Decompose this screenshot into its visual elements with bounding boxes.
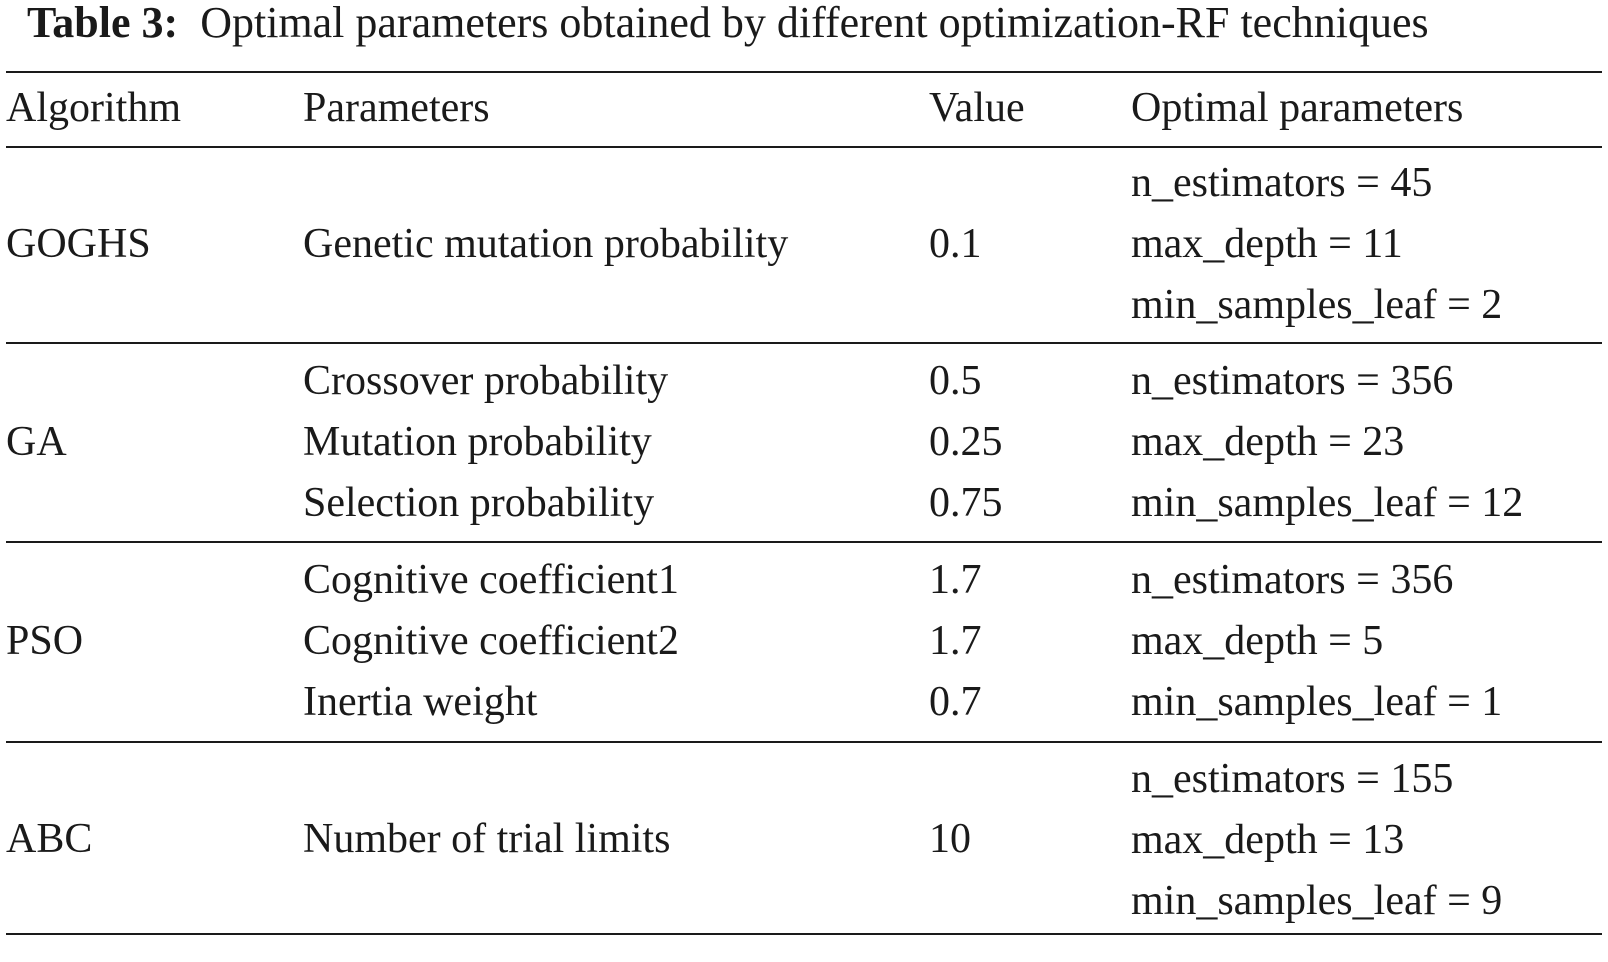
- row-value: 1.7: [929, 618, 982, 664]
- row-parameter: Inertia weight: [303, 679, 538, 725]
- row-value: 1.7: [929, 557, 982, 603]
- row-rule: [6, 741, 1602, 743]
- caption-label: Table 3:: [27, 0, 179, 47]
- row-parameter: Number of trial limits: [303, 816, 671, 862]
- table-caption: Table 3: Optimal parameters obtained by …: [27, 0, 1429, 52]
- optimal-n-estimators: n_estimators = 356: [1131, 358, 1454, 404]
- optimal-max-depth: max_depth = 11: [1131, 221, 1403, 267]
- optimal-min-samples-leaf: min_samples_leaf = 2: [1131, 282, 1503, 328]
- optimal-min-samples-leaf: min_samples_leaf = 1: [1131, 679, 1503, 725]
- row-algorithm: ABC: [6, 816, 93, 862]
- row-algorithm: GOGHS: [6, 221, 151, 267]
- header-parameters: Parameters: [303, 85, 490, 131]
- header-algorithm: Algorithm: [6, 85, 181, 131]
- optimal-n-estimators: n_estimators = 155: [1131, 756, 1454, 802]
- row-rule: [6, 541, 1602, 543]
- row-optimal-parameters: n_estimators = 155 max_depth = 13 min_sa…: [1131, 749, 1502, 932]
- optimal-min-samples-leaf: min_samples_leaf = 12: [1131, 480, 1524, 526]
- optimal-max-depth: max_depth = 23: [1131, 419, 1405, 465]
- bottom-rule: [6, 933, 1602, 935]
- row-optimal-parameters: n_estimators = 45 max_depth = 11 min_sam…: [1131, 153, 1502, 336]
- row-values: 0.5 0.25 0.75: [929, 351, 1003, 534]
- optimal-n-estimators: n_estimators = 356: [1131, 557, 1454, 603]
- row-algorithm: PSO: [6, 618, 84, 664]
- row-value: 0.5: [929, 358, 982, 404]
- row-optimal-parameters: n_estimators = 356 max_depth = 5 min_sam…: [1131, 550, 1502, 733]
- row-value: 0.1: [929, 221, 982, 267]
- caption-text: Optimal parameters obtained by different…: [200, 0, 1429, 47]
- row-optimal-parameters: n_estimators = 356 max_depth = 23 min_sa…: [1131, 351, 1523, 534]
- row-values: 1.7 1.7 0.7: [929, 550, 982, 733]
- optimal-max-depth: max_depth = 13: [1131, 817, 1405, 863]
- row-parameter: Cognitive coefficient1: [303, 557, 679, 603]
- row-value: 10: [929, 816, 971, 862]
- row-parameter: Crossover probability: [303, 358, 669, 404]
- top-rule: [6, 71, 1602, 73]
- row-parameter: Genetic mutation probability: [303, 221, 789, 267]
- row-algorithm: GA: [6, 419, 67, 465]
- row-parameters: Cognitive coefficient1 Cognitive coeffic…: [303, 550, 679, 733]
- optimal-min-samples-leaf: min_samples_leaf = 9: [1131, 878, 1503, 924]
- row-value: 0.7: [929, 679, 982, 725]
- header-rule: [6, 146, 1602, 148]
- optimal-n-estimators: n_estimators = 45: [1131, 160, 1433, 206]
- row-parameter: Cognitive coefficient2: [303, 618, 679, 664]
- row-value: 0.25: [929, 419, 1003, 465]
- header-value: Value: [929, 85, 1025, 131]
- optimal-max-depth: max_depth = 5: [1131, 618, 1384, 664]
- row-parameter: Mutation probability: [303, 419, 652, 465]
- row-value: 0.75: [929, 480, 1003, 526]
- header-optimal-parameters: Optimal parameters: [1131, 85, 1464, 131]
- row-parameters: Crossover probability Mutation probabili…: [303, 351, 668, 534]
- row-rule: [6, 342, 1602, 344]
- row-parameter: Selection probability: [303, 480, 655, 526]
